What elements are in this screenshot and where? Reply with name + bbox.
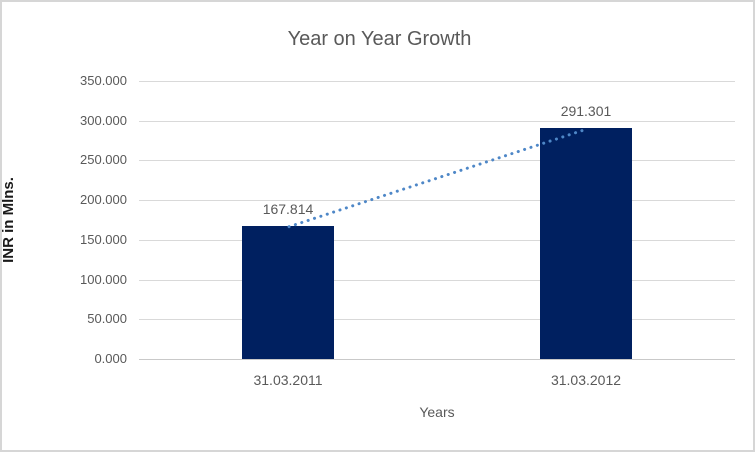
bar: [242, 225, 334, 359]
data-label: 291.301: [560, 102, 612, 119]
gridline: [139, 160, 735, 162]
x-axis-title: Years: [419, 404, 455, 420]
chart-title: Year on Year Growth: [287, 28, 472, 50]
gridline: [139, 279, 735, 281]
y-tick-label: 100.000: [80, 271, 127, 287]
y-tick-label: 50.000: [87, 311, 127, 327]
y-tick-label: 300.000: [80, 112, 127, 128]
gridline: [139, 120, 735, 122]
gridline: [139, 319, 735, 321]
y-tick-label: 150.000: [80, 231, 127, 247]
category-label: 31.03.2011: [253, 372, 323, 388]
category-label: 31.03.2012: [550, 372, 622, 388]
bar: [540, 127, 632, 359]
gridline: [139, 200, 735, 202]
y-tick-label: 350.000: [80, 73, 127, 88]
gridline: [139, 81, 735, 82]
y-axis-title: INR in Mlns.: [0, 177, 17, 263]
gridline: [139, 239, 735, 241]
y-tick-label: 200.000: [80, 192, 127, 208]
x-axis-line: [139, 359, 735, 360]
data-label: 167.814: [262, 200, 314, 217]
y-tick-label: 250.000: [80, 152, 127, 168]
y-tick-label: 0.000: [94, 351, 127, 366]
